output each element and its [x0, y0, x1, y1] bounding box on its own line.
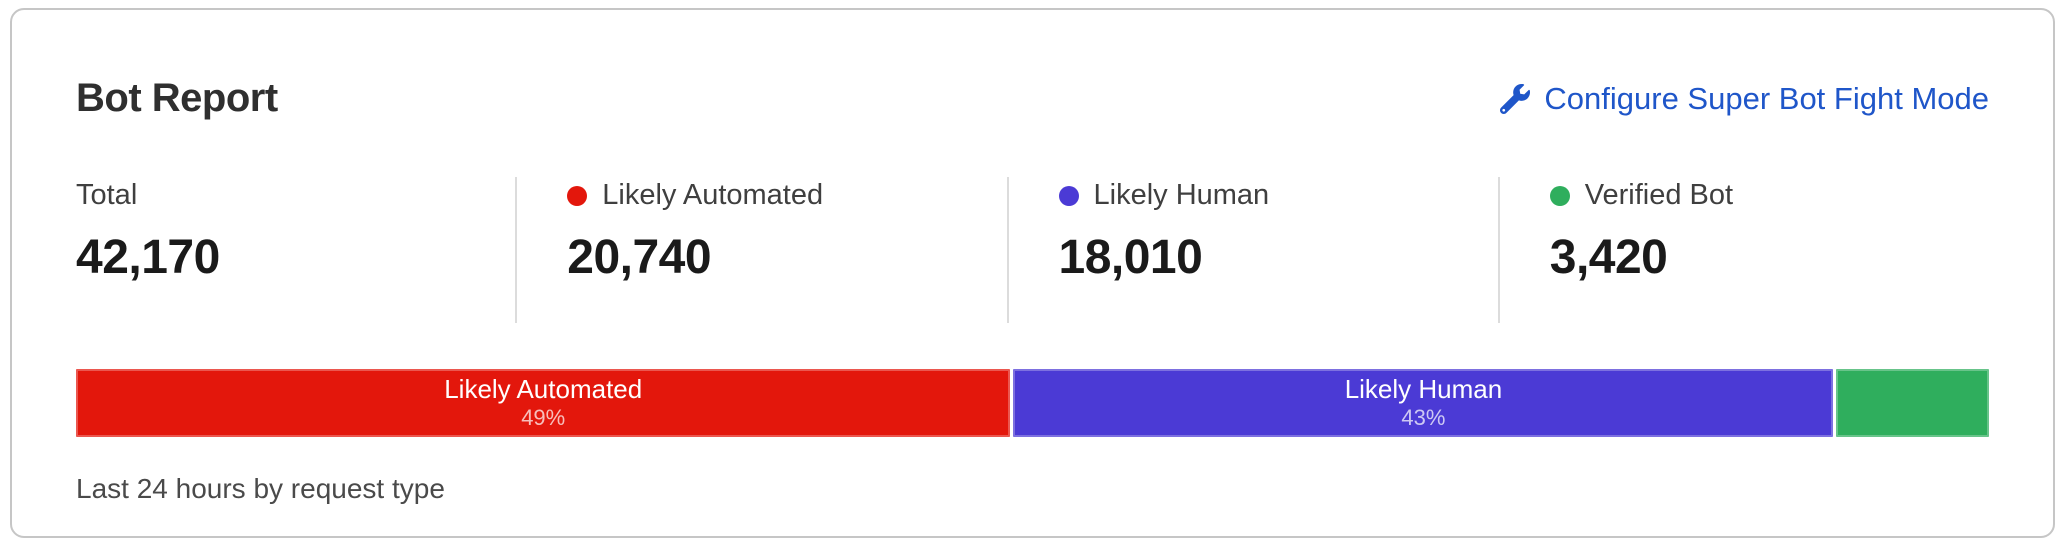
stat-total-value: 42,170 [76, 231, 220, 284]
stat-verified-bot-label-row: Verified Bot [1549, 179, 1989, 212]
stat-likely-human-label-row: Likely Human [1058, 179, 1498, 212]
bar-segment-verified-bot [1836, 369, 1990, 437]
stat-likely-human-label: Likely Human [1093, 179, 1270, 211]
bar-segment-likely-automated-label: Likely Automated [444, 374, 643, 405]
request-type-stacked-bar: Likely Automated 49% Likely Human 43% [76, 369, 1990, 437]
stat-likely-human: Likely Human 18,010 [1006, 177, 1498, 323]
stat-verified-bot: Verified Bot 3,420 [1497, 177, 1989, 323]
time-range-caption: Last 24 hours by request type [76, 473, 445, 504]
stat-likely-human-value: 18,010 [1058, 231, 1203, 284]
bar-segment-likely-human-label: Likely Human [1344, 374, 1503, 405]
bar-segment-likely-human-percent: 43% [1401, 405, 1446, 431]
configure-super-bot-fight-mode-link[interactable]: Configure Super Bot Fight Mode [1500, 81, 1989, 117]
likely-automated-dot-icon [567, 185, 588, 206]
stat-likely-automated: Likely Automated 20,740 [515, 177, 1006, 323]
card-header: Bot Report Configure Super Bot Fight Mod… [76, 76, 1989, 121]
stat-verified-bot-label: Verified Bot [1584, 179, 1734, 211]
stat-likely-automated-value: 20,740 [567, 231, 712, 284]
wrench-icon [1500, 83, 1531, 114]
bar-segment-likely-human: Likely Human 43% [1013, 369, 1834, 437]
configure-link-label: Configure Super Bot Fight Mode [1544, 80, 1989, 116]
stat-likely-automated-label-row: Likely Automated [567, 179, 1006, 212]
page-title: Bot Report [76, 76, 278, 120]
bar-segment-likely-automated: Likely Automated 49% [76, 369, 1011, 437]
stat-likely-automated-label: Likely Automated [602, 179, 824, 211]
bot-report-card: Bot Report Configure Super Bot Fight Mod… [10, 8, 2055, 538]
stat-total-label-row: Total [76, 179, 515, 212]
stat-total-label: Total [76, 179, 138, 211]
stats-row: Total 42,170 Likely Automated 20,740 Lik… [76, 177, 1989, 323]
bar-segment-likely-automated-percent: 49% [521, 405, 566, 431]
likely-human-dot-icon [1058, 185, 1079, 206]
stat-verified-bot-value: 3,420 [1549, 231, 1668, 284]
verified-bot-dot-icon [1549, 185, 1570, 206]
stat-total: Total 42,170 [76, 177, 515, 323]
